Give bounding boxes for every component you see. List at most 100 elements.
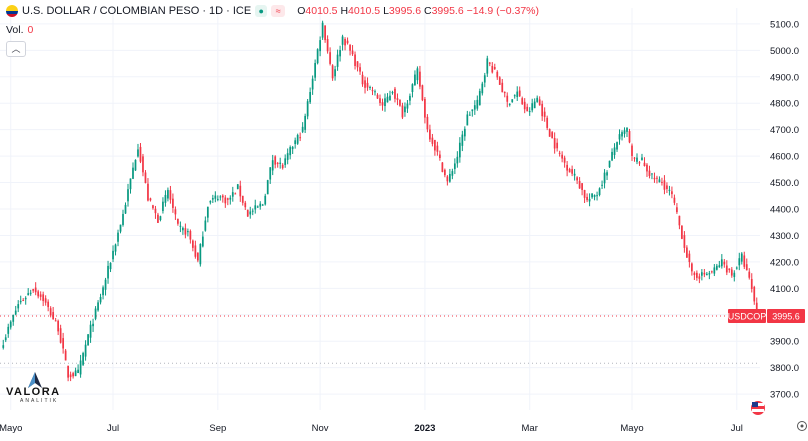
candle-body	[446, 176, 449, 182]
flag-canton	[752, 402, 758, 407]
candle	[531, 98, 534, 113]
candle-body	[651, 173, 653, 175]
candle-body	[14, 310, 17, 315]
collapse-legend-button[interactable]: ︿	[6, 41, 26, 57]
candle	[750, 273, 753, 293]
candle-body	[483, 75, 486, 83]
candle-body	[361, 74, 364, 85]
candle-body	[493, 66, 496, 70]
market-status-icon[interactable]: ●	[255, 5, 268, 17]
candle-body	[9, 321, 12, 328]
candle	[396, 93, 399, 106]
candle	[244, 200, 247, 211]
candle	[703, 268, 706, 278]
candle	[498, 76, 501, 85]
candle	[513, 94, 516, 99]
candle-body	[336, 54, 339, 67]
candle	[698, 273, 701, 284]
candle	[720, 254, 723, 269]
candle	[346, 37, 349, 45]
candle-body	[613, 147, 616, 156]
candle-body	[546, 117, 549, 128]
candle-body	[621, 132, 623, 137]
candle-body	[583, 190, 586, 198]
y-tick-label: 4200.0	[770, 257, 799, 268]
candle	[77, 364, 79, 374]
candle	[152, 204, 154, 210]
candle	[47, 299, 50, 312]
candle	[87, 334, 89, 346]
candle	[643, 157, 646, 167]
candle-body	[154, 208, 157, 214]
candle	[366, 77, 369, 91]
candle	[661, 177, 663, 186]
candle	[109, 262, 112, 273]
candle-body	[401, 105, 404, 118]
candle-body	[735, 267, 738, 269]
candle	[691, 262, 693, 276]
wave-icon[interactable]: ≈	[271, 5, 286, 17]
candle	[723, 259, 726, 268]
candle	[246, 209, 249, 218]
candle	[409, 93, 411, 106]
candle	[693, 271, 696, 280]
candle-body	[204, 220, 207, 231]
candle	[651, 173, 653, 180]
candle	[114, 243, 117, 256]
candle-body	[618, 134, 621, 140]
candle-body	[695, 272, 698, 278]
candle-body	[516, 91, 519, 98]
candle-body	[44, 298, 47, 303]
candle	[199, 243, 202, 267]
candle	[314, 59, 317, 81]
symbol-title[interactable]: U.S. DOLLAR / COLOMBIAN PESO · 1D · ICE	[22, 5, 252, 17]
candle-body	[326, 39, 329, 52]
candle	[551, 130, 554, 139]
candle	[616, 141, 618, 152]
candle	[533, 98, 536, 109]
candle	[588, 193, 591, 207]
candle-body	[538, 99, 541, 106]
candle	[476, 95, 479, 111]
candle	[516, 86, 519, 101]
candle-body	[628, 131, 631, 143]
candle-body	[279, 162, 282, 164]
candle-body	[324, 25, 326, 41]
candle	[394, 86, 396, 103]
x-axis: Mayo Jul Sep Nov 2023 Mar Mayo Jul	[0, 423, 743, 434]
candle-body	[319, 40, 321, 52]
y-tick-label: 4100.0	[770, 284, 799, 295]
candle-body	[109, 262, 112, 270]
candle-body	[366, 82, 369, 88]
candle	[663, 175, 666, 195]
gear-icon[interactable]	[796, 420, 808, 432]
y-tick-label: 5000.0	[770, 46, 799, 57]
candle-body	[187, 231, 189, 233]
candle	[453, 158, 456, 175]
candle	[296, 133, 299, 145]
candle	[221, 194, 224, 203]
candle	[39, 291, 42, 301]
candle	[189, 229, 192, 244]
candle	[608, 160, 611, 168]
y-tick-label: 4600.0	[770, 152, 799, 163]
candle	[461, 130, 464, 152]
candle	[206, 206, 209, 223]
candle	[32, 288, 35, 293]
candle	[234, 192, 237, 195]
candle	[556, 138, 559, 152]
candle-body	[159, 216, 162, 220]
candle-body	[523, 101, 526, 110]
candle	[626, 127, 628, 138]
candle-body	[12, 314, 15, 322]
candle	[429, 124, 431, 143]
candle-body	[596, 195, 598, 197]
candle-body	[29, 292, 32, 294]
candle	[523, 98, 526, 114]
candle	[538, 96, 541, 106]
candle	[196, 252, 199, 263]
candle	[214, 191, 217, 203]
candle-body	[147, 183, 149, 201]
candle-body	[184, 228, 187, 235]
